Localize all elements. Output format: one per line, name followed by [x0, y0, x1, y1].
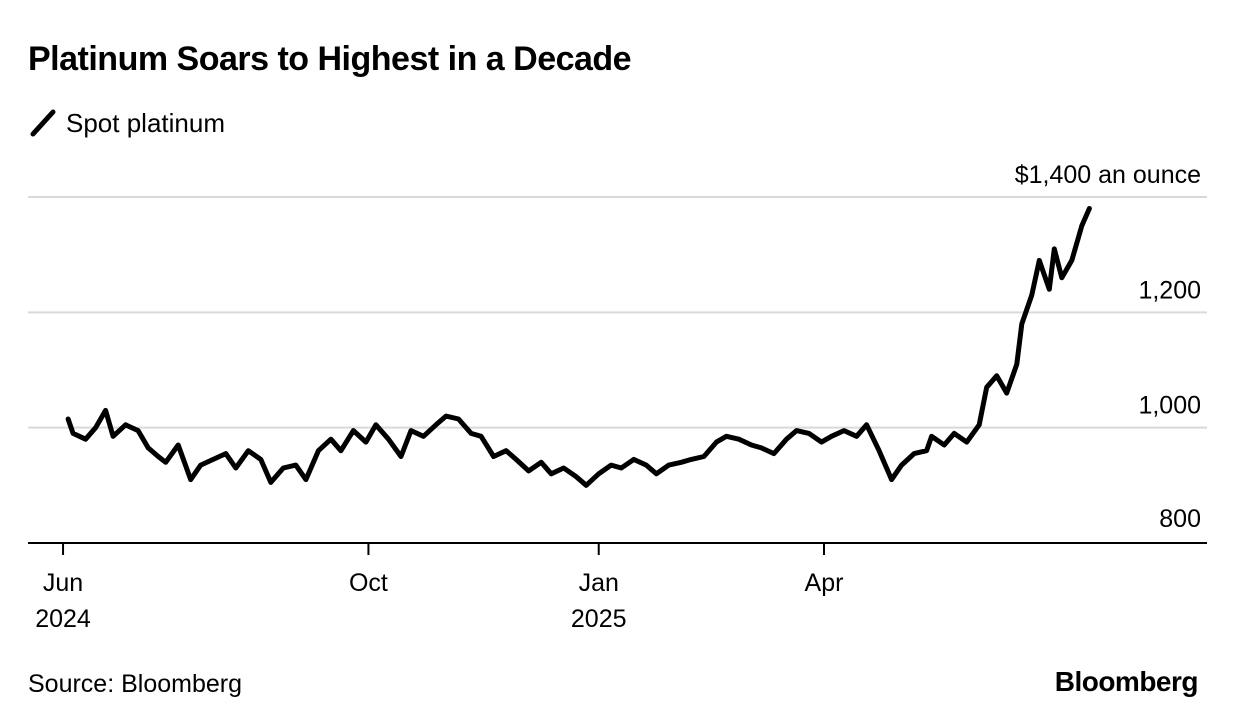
chart-title: Platinum Soars to Highest in a Decade — [28, 40, 632, 78]
x-tick-label: Oct — [349, 569, 388, 597]
y-tick-label: 1,000 — [1138, 392, 1201, 420]
x-tick-year-label: 2025 — [571, 605, 627, 633]
x-tick-label: Jun — [43, 569, 83, 597]
source-note: Source: Bloomberg — [28, 670, 243, 698]
legend-line-icon — [30, 109, 56, 137]
x-tick-label: Apr — [805, 569, 844, 597]
legend: Spot platinum — [30, 106, 225, 140]
y-tick-label: 800 — [1159, 505, 1201, 533]
axis-layer: $1,400 an ounce 1,200 1,000 800 Jun 2024 Oct Ja… — [28, 161, 1207, 633]
line-layer — [65, 206, 1092, 488]
legend-label: Spot platinum — [66, 107, 225, 138]
y-tick-label: 1,200 — [1138, 276, 1201, 304]
series-line-spot-platinum — [65, 206, 1092, 488]
y-tick-label: $1,400 an ounce — [1015, 161, 1201, 189]
x-tick-label: Jan — [579, 569, 619, 597]
grid-layer — [28, 196, 1207, 429]
brand-logo: Bloomberg — [1054, 666, 1199, 697]
x-tick-year-label: 2024 — [35, 605, 91, 633]
line-chart: $1,400 an ounce 1,200 1,000 800 Jun 2024 Oct Ja… — [28, 161, 1207, 633]
